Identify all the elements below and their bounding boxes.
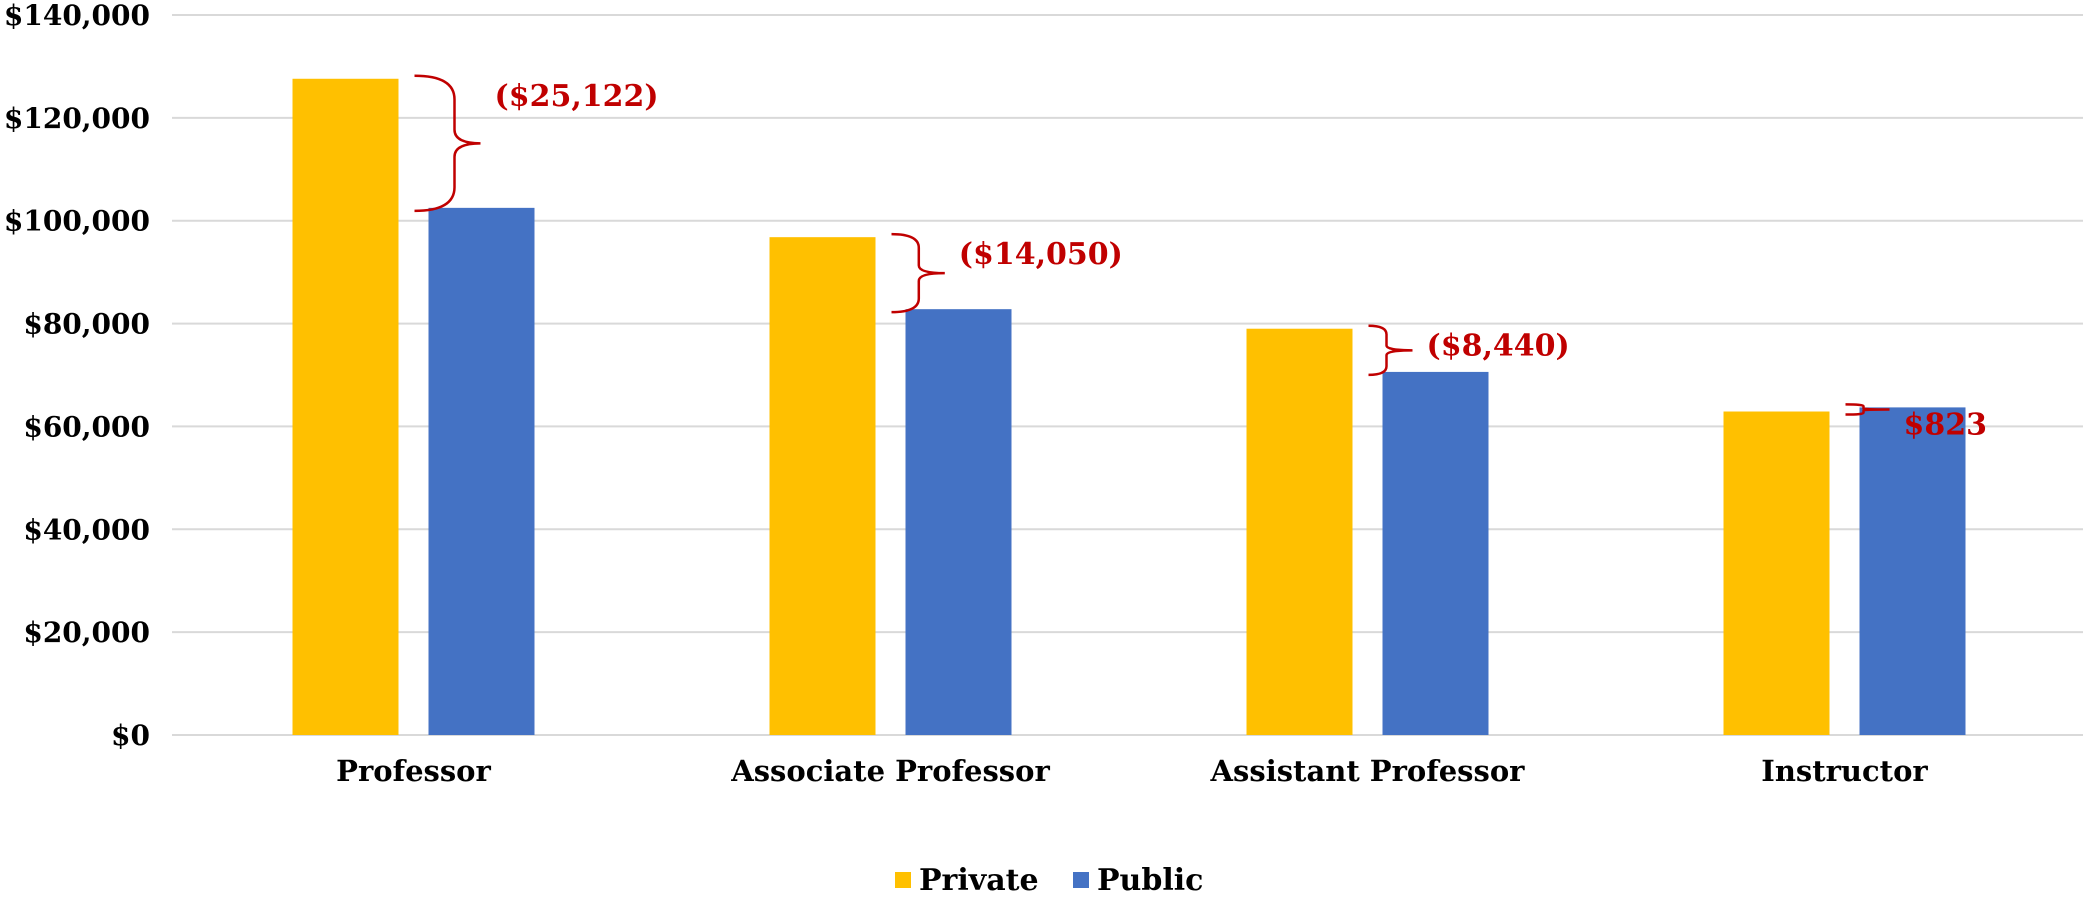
difference-bracket [1368,324,1413,377]
difference-label: ($8,440) [1427,329,1570,364]
y-tick-label: $40,000 [23,513,150,546]
y-tick-label: $140,000 [4,0,150,32]
bar-private-1 [769,237,876,735]
difference-bracket [1845,403,1890,416]
legend-swatch-private [895,872,911,888]
y-tick-label: $60,000 [23,410,150,443]
legend: Private Public [895,863,1203,898]
difference-annotations: ($25,122) ($14,050) ($8,440) $823 [414,74,1988,442]
x-axis-labels: Professor Associate Professor Assistant Pr… [336,754,1928,788]
legend-label: Private [919,863,1039,898]
legend-label: Public [1097,863,1203,898]
difference-label: ($25,122) [495,79,659,114]
bar-public-1 [905,309,1012,735]
y-axis-ticks: $0 $20,000 $40,000 $60,000 $80,000 $100,000 $1… [4,0,150,752]
bar-public-0 [428,207,535,735]
bars [292,78,1966,736]
bar-private-0 [292,78,399,736]
difference-label: $823 [1904,407,1988,442]
difference-bracket [414,74,481,213]
bar-private-2 [1246,328,1353,735]
y-tick-label: $80,000 [23,308,150,341]
y-tick-label: $120,000 [4,102,150,135]
x-category-label: Assistant Professor [1210,754,1526,788]
x-category-label: Professor [336,754,491,788]
bar-private-3 [1723,411,1830,735]
y-tick-label: $0 [111,719,150,752]
bar-public-3 [1859,407,1966,735]
legend-swatch-public [1073,872,1089,888]
x-category-label: Associate Professor [730,754,1050,788]
y-tick-label: $20,000 [23,616,150,649]
bar-public-2 [1382,371,1489,735]
x-category-label: Instructor [1761,754,1928,788]
difference-label: ($14,050) [959,237,1123,272]
difference-bracket [891,232,945,314]
y-tick-label: $100,000 [4,205,150,238]
